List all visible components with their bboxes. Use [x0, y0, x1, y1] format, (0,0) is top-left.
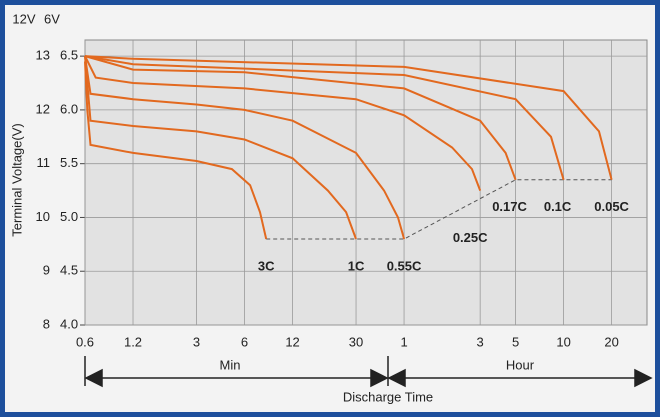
x-tick-label: 1.2	[124, 334, 142, 349]
y2-axis-title: 6V	[44, 11, 60, 26]
x-axis-label: Discharge Time	[343, 389, 433, 404]
y-tick-label: 13	[36, 48, 50, 63]
y2-tick-label: 5.0	[60, 209, 78, 224]
x-tick-label: 6	[241, 334, 248, 349]
y2-tick-label: 5.5	[60, 155, 78, 170]
series-label: 1C	[348, 258, 365, 273]
plot-area	[84, 39, 648, 326]
series-line	[84, 61, 268, 240]
x-tick-label: 10	[556, 334, 570, 349]
series-line	[84, 55, 613, 181]
y-tick-label: 8	[43, 316, 50, 331]
x-tick-label: 3	[193, 334, 200, 349]
series-line	[84, 56, 357, 240]
x-tick-label: 5	[512, 334, 519, 349]
series-label: 0.55C	[387, 258, 422, 273]
series-label: 0.05C	[594, 199, 629, 214]
x-tick-label: 12	[285, 334, 299, 349]
x-group-label: Hour	[506, 357, 535, 372]
x-tick-label: 20	[604, 334, 618, 349]
x-tick-label: 3	[477, 334, 484, 349]
series-label: 0.1C	[544, 199, 572, 214]
x-group-label: Min	[220, 357, 241, 372]
x-tick-label: 30	[349, 334, 363, 349]
series-label: 0.17C	[492, 199, 527, 214]
y-tick-label: 9	[43, 263, 50, 278]
y2-tick-label: 4.0	[60, 316, 78, 331]
series-line	[84, 55, 517, 181]
x-tick-label: 0.6	[76, 334, 94, 349]
y-axis-title: 12V	[12, 11, 35, 26]
series-line	[84, 55, 482, 191]
y2-tick-label: 6.5	[60, 48, 78, 63]
series-label: 3C	[258, 258, 275, 273]
y-tick-label: 10	[36, 209, 50, 224]
series-line	[84, 55, 565, 181]
series-line	[84, 55, 406, 240]
y2-tick-label: 4.5	[60, 263, 78, 278]
x-tick-label: 1	[400, 334, 407, 349]
time-arrows	[84, 356, 653, 388]
y-tick-label: 12	[36, 101, 50, 116]
y2-tick-label: 6.0	[60, 101, 78, 116]
y-tick-label: 11	[37, 155, 51, 170]
series-label: 0.25C	[453, 230, 488, 245]
y-axis-label: Terminal Voltage(V)	[9, 123, 24, 236]
